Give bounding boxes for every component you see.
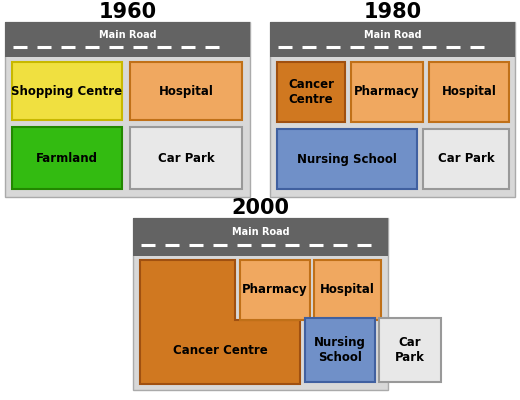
Bar	[270, 22, 515, 57]
Bar	[133, 218, 388, 390]
Text: Car Park: Car Park	[438, 152, 495, 166]
Bar	[5, 22, 250, 197]
Bar	[133, 218, 388, 256]
Text: 2000: 2000	[231, 198, 290, 218]
Text: Main Road: Main Road	[363, 30, 421, 40]
Bar	[130, 62, 242, 120]
Text: Nursing
School: Nursing School	[314, 336, 366, 364]
Bar	[5, 22, 250, 57]
Text: Nursing School: Nursing School	[297, 152, 397, 166]
Polygon shape	[140, 260, 300, 384]
Bar	[12, 127, 122, 189]
Text: Cancer
Centre: Cancer Centre	[288, 78, 334, 106]
Bar	[423, 129, 509, 189]
Text: Car
Park: Car Park	[395, 336, 425, 364]
Text: Pharmacy: Pharmacy	[354, 86, 420, 98]
Text: Hospital: Hospital	[441, 86, 497, 98]
Bar	[429, 62, 509, 122]
Bar	[379, 318, 441, 382]
Bar	[305, 318, 375, 382]
Bar	[130, 127, 242, 189]
Bar	[270, 22, 515, 197]
Bar	[277, 129, 417, 189]
Text: 1960: 1960	[98, 2, 157, 22]
Text: Car Park: Car Park	[158, 152, 214, 164]
Text: 1980: 1980	[363, 2, 422, 22]
Bar	[240, 260, 310, 320]
Bar	[12, 62, 122, 120]
Text: Hospital: Hospital	[159, 84, 213, 98]
Text: Main Road: Main Road	[232, 228, 289, 238]
Bar	[351, 62, 423, 122]
Bar	[277, 62, 345, 122]
Text: Hospital: Hospital	[320, 284, 375, 296]
Text: Farmland: Farmland	[36, 152, 98, 164]
Text: Cancer Centre: Cancer Centre	[173, 344, 267, 356]
Text: Pharmacy: Pharmacy	[242, 284, 308, 296]
Text: Main Road: Main Road	[99, 30, 157, 40]
Bar	[314, 260, 381, 320]
Text: Shopping Centre: Shopping Centre	[11, 84, 123, 98]
